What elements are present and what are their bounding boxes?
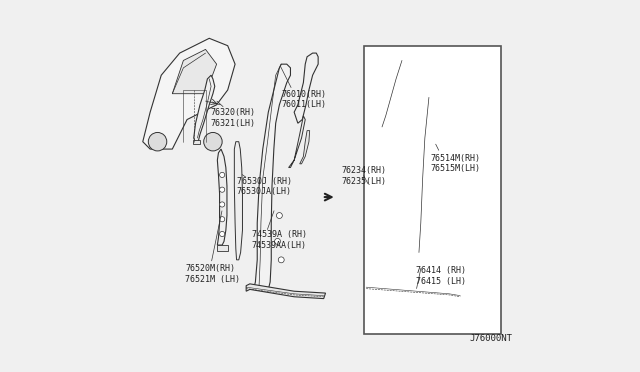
Circle shape — [367, 221, 372, 225]
Text: 76234(RH)
76235(LH): 76234(RH) 76235(LH) — [341, 166, 387, 186]
Circle shape — [367, 161, 372, 166]
Text: 76010(RH)
76011(LH): 76010(RH) 76011(LH) — [281, 90, 326, 109]
Polygon shape — [300, 131, 310, 164]
Circle shape — [220, 172, 225, 177]
Polygon shape — [420, 57, 442, 90]
Polygon shape — [193, 140, 200, 144]
Text: 76414 (RH)
76415 (LH): 76414 (RH) 76415 (LH) — [416, 266, 466, 286]
Circle shape — [220, 187, 225, 192]
Polygon shape — [379, 49, 407, 134]
Polygon shape — [365, 142, 374, 238]
Polygon shape — [289, 116, 305, 167]
Polygon shape — [449, 83, 458, 112]
Circle shape — [204, 132, 222, 151]
Polygon shape — [194, 75, 215, 142]
Circle shape — [367, 176, 372, 181]
Text: 76514M(RH)
76515M(LH): 76514M(RH) 76515M(LH) — [431, 154, 481, 173]
Polygon shape — [172, 49, 216, 94]
Circle shape — [278, 257, 284, 263]
Circle shape — [367, 206, 372, 211]
Polygon shape — [216, 245, 228, 251]
Polygon shape — [416, 86, 436, 260]
Text: 76520M(RH)
76521M (LH): 76520M(RH) 76521M (LH) — [185, 264, 240, 284]
Circle shape — [220, 217, 225, 222]
Polygon shape — [412, 123, 420, 167]
Circle shape — [275, 238, 280, 244]
Polygon shape — [366, 284, 462, 299]
Text: 76530J (RH)
76530JA(LH): 76530J (RH) 76530JA(LH) — [237, 177, 292, 196]
Polygon shape — [253, 64, 291, 289]
Polygon shape — [234, 142, 243, 260]
Circle shape — [220, 202, 225, 207]
Polygon shape — [364, 238, 374, 243]
Polygon shape — [294, 53, 318, 123]
Circle shape — [220, 231, 225, 237]
Polygon shape — [218, 149, 227, 245]
Text: 74539A (RH)
74539AA(LH): 74539A (RH) 74539AA(LH) — [252, 230, 307, 250]
Circle shape — [276, 212, 282, 218]
Circle shape — [148, 132, 167, 151]
Text: 76320(RH)
76321(LH): 76320(RH) 76321(LH) — [211, 109, 255, 128]
Text: J76000NT: J76000NT — [470, 334, 513, 343]
Polygon shape — [246, 284, 326, 299]
Polygon shape — [143, 38, 235, 149]
Bar — [364, 46, 501, 334]
Circle shape — [367, 191, 372, 196]
